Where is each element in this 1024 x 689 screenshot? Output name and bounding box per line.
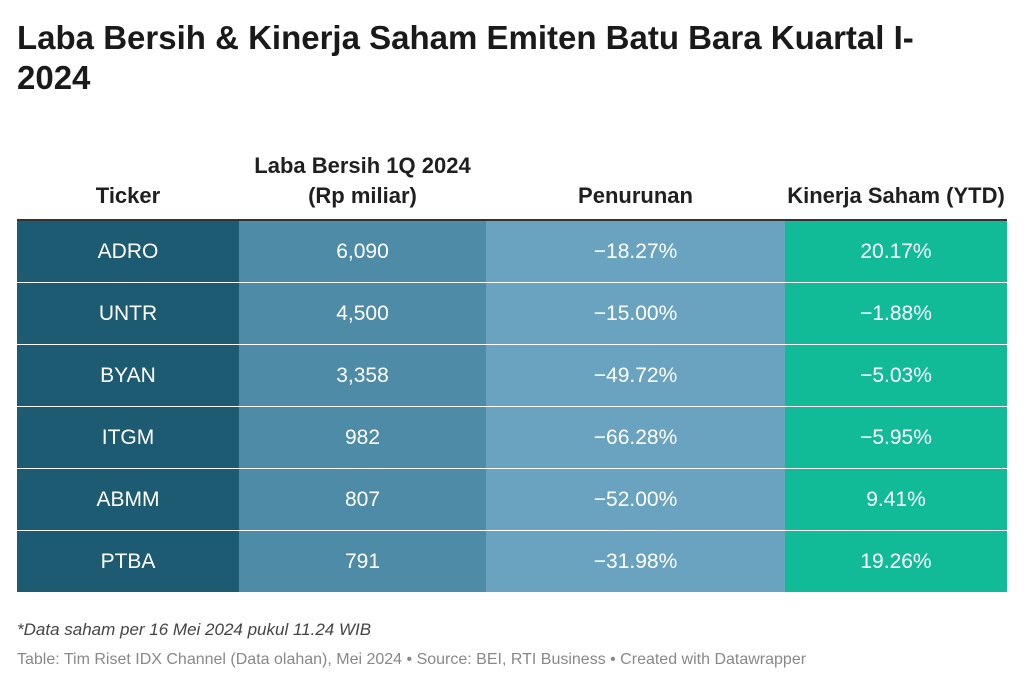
source-line: Table: Tim Riset IDX Channel (Data olaha… bbox=[17, 651, 807, 668]
cell-ticker: ITGM bbox=[17, 407, 239, 468]
cell-laba-bersih: 6,090 bbox=[239, 221, 486, 282]
cell-penurunan: −18.27% bbox=[486, 221, 785, 282]
cell-penurunan: −66.28% bbox=[486, 407, 785, 468]
cell-ticker: BYAN bbox=[17, 345, 239, 406]
cell-penurunan: −52.00% bbox=[486, 469, 785, 530]
table-row: PTBA 791 −31.98% 19.26% bbox=[17, 531, 1007, 592]
data-table: Ticker Laba Bersih 1Q 2024 (Rp miliar) P… bbox=[17, 140, 1007, 592]
cell-kinerja-saham: −1.88% bbox=[785, 283, 1007, 344]
table-row: UNTR 4,500 −15.00% −1.88% bbox=[17, 283, 1007, 345]
data-note: *Data saham per 16 Mei 2024 pukul 11.24 … bbox=[17, 620, 372, 639]
table-body: ADRO 6,090 −18.27% 20.17% UNTR 4,500 −15… bbox=[17, 221, 1007, 592]
cell-kinerja-saham: −5.95% bbox=[785, 407, 1007, 468]
header-laba-bersih[interactable]: Laba Bersih 1Q 2024 (Rp miliar) bbox=[254, 153, 471, 208]
table-row: ABMM 807 −52.00% 9.41% bbox=[17, 469, 1007, 531]
header-ticker[interactable]: Ticker bbox=[95, 183, 161, 208]
cell-laba-bersih: 4,500 bbox=[239, 283, 486, 344]
cell-laba-bersih: 3,358 bbox=[239, 345, 486, 406]
cell-laba-bersih: 791 bbox=[239, 531, 486, 592]
table-row: BYAN 3,358 −49.72% −5.03% bbox=[17, 345, 1007, 407]
header-kinerja-saham[interactable]: Kinerja Saham (YTD) bbox=[787, 183, 1005, 208]
cell-kinerja-saham: 19.26% bbox=[785, 531, 1007, 592]
cell-ticker: ABMM bbox=[17, 469, 239, 530]
cell-penurunan: −31.98% bbox=[486, 531, 785, 592]
cell-kinerja-saham: −5.03% bbox=[785, 345, 1007, 406]
cell-kinerja-saham: 9.41% bbox=[785, 469, 1007, 530]
cell-penurunan: −15.00% bbox=[486, 283, 785, 344]
cell-penurunan: −49.72% bbox=[486, 345, 785, 406]
cell-laba-bersih: 807 bbox=[239, 469, 486, 530]
cell-ticker: UNTR bbox=[17, 283, 239, 344]
table-row: ADRO 6,090 −18.27% 20.17% bbox=[17, 221, 1007, 283]
table-header: Ticker Laba Bersih 1Q 2024 (Rp miliar) P… bbox=[17, 140, 1007, 221]
cell-kinerja-saham: 20.17% bbox=[785, 221, 1007, 282]
cell-ticker: PTBA bbox=[17, 531, 239, 592]
chart-title: Laba Bersih & Kinerja Saham Emiten Batu … bbox=[17, 19, 914, 96]
cell-laba-bersih: 982 bbox=[239, 407, 486, 468]
header-penurunan[interactable]: Penurunan bbox=[578, 183, 693, 208]
cell-ticker: ADRO bbox=[17, 221, 239, 282]
table-row: ITGM 982 −66.28% −5.95% bbox=[17, 407, 1007, 469]
